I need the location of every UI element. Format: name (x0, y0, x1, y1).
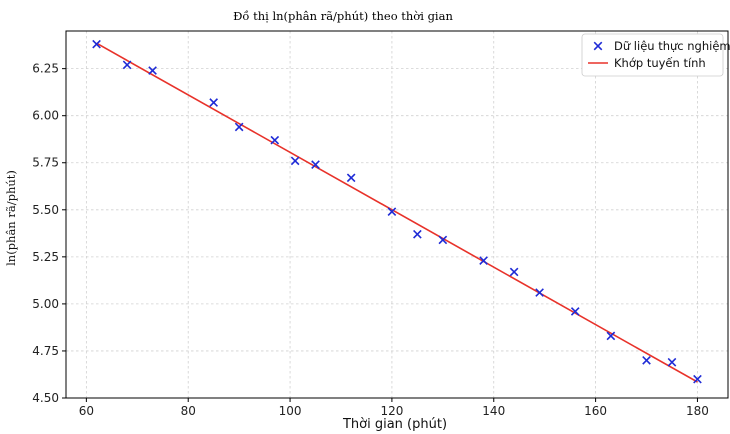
data-point (438, 235, 448, 245)
y-tick-label: 5.00 (32, 297, 59, 311)
x-axis-label: Thời gian (phút) (342, 417, 447, 432)
data-point (148, 66, 157, 75)
plot-frame (65, 30, 729, 399)
x-tick-label: 100 (279, 404, 302, 418)
legend-label-scatter: Dữ liệu thực nghiệm (614, 39, 730, 53)
data-point (270, 135, 280, 145)
fit-layer (96, 42, 698, 383)
data-point (92, 39, 101, 49)
data-point (209, 98, 219, 107)
fit-line (96, 42, 698, 383)
x-tick-label: 160 (584, 404, 607, 418)
y-axis-ticks: 4.50 4.75 5.00 5.25 5.50 5.75 6.00 6.25 (32, 62, 66, 405)
x-axis-ticks: 60 80 100 120 140 160 180 (79, 398, 709, 418)
x-tick-label: 60 (79, 404, 94, 418)
data-point (413, 229, 422, 239)
data-point (606, 331, 616, 341)
data-point (667, 357, 677, 367)
y-tick-label: 5.75 (32, 156, 59, 170)
data-point (234, 122, 244, 132)
legend-marker-scatter (593, 41, 603, 51)
y-tick-label: 5.50 (32, 203, 59, 217)
data-point (693, 374, 702, 384)
x-tick-label: 120 (380, 404, 403, 418)
data-point (346, 173, 356, 183)
y-tick-label: 4.50 (32, 391, 59, 405)
x-tick-label: 80 (181, 404, 196, 418)
chart-title: Đồ thị ln(phân rã/phút) theo thời gian (233, 9, 453, 23)
data-point (311, 160, 320, 169)
data-point (642, 356, 651, 365)
data-point (387, 207, 397, 217)
data-point (535, 288, 544, 297)
y-tick-label: 4.75 (32, 344, 59, 358)
data-point (290, 156, 300, 166)
data-point (479, 256, 488, 265)
y-axis-label: ln(phân rã/phút) (4, 170, 18, 266)
data-points (92, 39, 702, 384)
legend-label-line: Khớp tuyến tính (614, 56, 706, 70)
data-point (509, 267, 519, 277)
x-tick-label: 180 (686, 404, 709, 418)
y-tick-label: 5.25 (32, 250, 59, 264)
y-tick-label: 6.00 (32, 109, 59, 123)
data-point (122, 60, 132, 70)
legend-box (581, 33, 724, 77)
legend: Dữ liệu thực nghiệm Khớp tuyến tính (581, 33, 730, 77)
x-tick-label: 140 (482, 404, 505, 418)
y-tick-label: 6.25 (32, 62, 59, 76)
data-point (570, 307, 580, 316)
